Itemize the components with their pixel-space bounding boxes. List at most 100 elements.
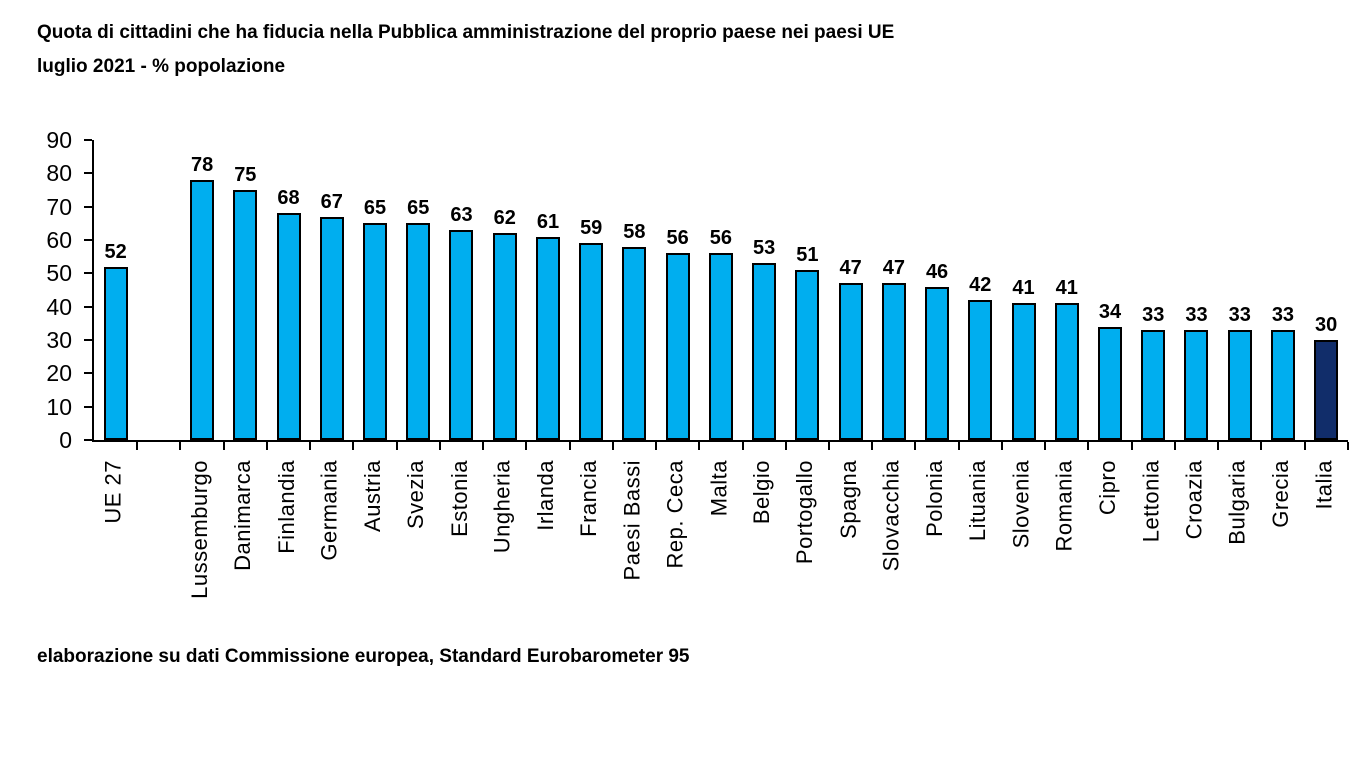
bar-value-label: 46 <box>925 260 949 283</box>
bars-container: 52 78 75 68 67 65 65 63 62 61 59 58 56 56 53 51 47 47 46 42… <box>94 140 1349 450</box>
bar-slot: 33 <box>1261 140 1306 450</box>
y-axis-tick <box>84 172 92 175</box>
x-label-slot: Rep. Ceca <box>654 460 697 640</box>
x-axis-tick <box>1130 442 1133 450</box>
bar <box>103 266 128 440</box>
bar <box>406 223 431 440</box>
bar <box>276 213 301 440</box>
bar-value-label: 34 <box>1098 300 1122 323</box>
x-axis-tick <box>1303 442 1306 450</box>
y-axis-tick <box>84 405 92 408</box>
bar-value-label: 33 <box>1228 304 1251 326</box>
bar-value-label: 75 <box>234 164 257 186</box>
bar-slot: 67 <box>310 140 355 450</box>
y-axis-tick <box>84 139 92 141</box>
x-label-slot: Bulgaria <box>1216 460 1259 640</box>
bar-slot: 34 <box>1088 140 1133 450</box>
x-label-slot: Paesi Bassi <box>611 460 654 640</box>
x-axis-category-label: Rep. Ceca <box>662 460 688 569</box>
bar-slot: 65 <box>397 140 441 450</box>
bar-slot: 33 <box>1132 140 1176 450</box>
x-axis-tick <box>352 442 355 450</box>
bar <box>233 190 258 440</box>
bar-slot: 68 <box>267 140 312 450</box>
x-axis-category-label: Paesi Bassi <box>619 460 645 581</box>
x-axis-tick <box>136 442 139 450</box>
x-axis-category-label: Irlanda <box>532 460 558 531</box>
bar-value-label: 65 <box>407 197 430 220</box>
x-axis-tick <box>222 442 225 450</box>
x-axis-tick <box>179 442 182 450</box>
x-axis-category-label: Estonia <box>446 460 472 537</box>
chart-title-line2: luglio 2021 - % popolazione <box>37 56 286 77</box>
bar-slot: 78 <box>180 140 225 450</box>
bar <box>1314 340 1339 440</box>
y-axis-tick-label: 90 <box>46 127 72 153</box>
x-label-slot: Malta <box>697 460 740 640</box>
bar-value-label: 56 <box>666 227 689 250</box>
bar <box>1054 303 1079 440</box>
y-axis-tick-label: 20 <box>46 360 72 387</box>
bar <box>881 283 906 440</box>
bar <box>579 243 604 440</box>
x-axis-tick <box>871 442 874 450</box>
x-axis-category-label: Lituania <box>965 460 991 542</box>
x-axis-tick <box>1346 442 1349 450</box>
y-axis-tick <box>84 439 92 441</box>
bar <box>363 223 388 440</box>
x-axis-category-label: Lussemburgo <box>187 460 213 599</box>
x-label-slot: Irlanda <box>524 460 567 640</box>
x-label-slot: Slovacchia <box>870 460 913 640</box>
bar <box>190 180 215 440</box>
bar-slot: 41 <box>1002 140 1047 450</box>
bar <box>1184 330 1209 440</box>
bar-value-label: 62 <box>493 207 516 230</box>
x-label-slot: Germania <box>308 460 351 640</box>
bar-slot: 41 <box>1045 140 1090 450</box>
x-axis-category-label: Polonia <box>922 460 948 537</box>
bar <box>795 270 820 440</box>
bar-slot: 75 <box>224 140 268 450</box>
bar <box>665 253 690 440</box>
bar-slot: 30 <box>1305 140 1349 450</box>
bar-slot: 51 <box>786 140 830 450</box>
bar-slot: 46 <box>915 140 960 450</box>
x-label-slot: Francia <box>568 460 611 640</box>
bar-value-label: 58 <box>623 220 646 243</box>
x-axis-tick <box>698 442 701 450</box>
x-axis-tick <box>1260 442 1263 450</box>
x-axis-tick <box>525 442 528 450</box>
x-label-slot: Austria <box>351 460 394 640</box>
x-axis-tick <box>655 442 658 450</box>
bar <box>1011 303 1036 440</box>
x-axis-tick <box>611 442 614 450</box>
x-axis-tick <box>1087 442 1090 450</box>
bar-value-label: 68 <box>277 187 300 210</box>
x-axis-category-label: Romania <box>1051 460 1077 552</box>
x-label-slot: UE 27 <box>92 460 135 640</box>
bar <box>535 236 560 440</box>
y-axis-tick-label: 40 <box>46 293 72 320</box>
x-label-slot: Lussemburgo <box>178 460 221 640</box>
bar-slot: 56 <box>699 140 744 450</box>
x-label-slot: Cipro <box>1086 460 1129 640</box>
bar <box>492 233 517 440</box>
x-label-slot: Lettonia <box>1130 460 1173 640</box>
x-label-slot: Italia <box>1303 460 1346 640</box>
x-label-slot: Belgio <box>741 460 784 640</box>
bar <box>622 246 647 440</box>
x-axis-category-label: Slovenia <box>1008 460 1034 549</box>
bar-value-label: 78 <box>190 154 214 176</box>
bar-value-label: 41 <box>1012 277 1035 300</box>
x-axis-category-label: Austria <box>360 460 386 532</box>
x-axis-category-label: Italia <box>1311 460 1337 510</box>
x-axis-tick <box>827 442 830 450</box>
y-axis-tick-label: 10 <box>46 393 72 420</box>
y-axis-tick-label: 80 <box>46 160 72 187</box>
bar-value-label: 65 <box>363 197 387 220</box>
y-axis-tick <box>84 239 92 241</box>
x-label-slot-empty <box>135 460 178 640</box>
bar <box>1141 330 1166 440</box>
bar <box>319 216 344 440</box>
bar <box>1227 330 1252 440</box>
